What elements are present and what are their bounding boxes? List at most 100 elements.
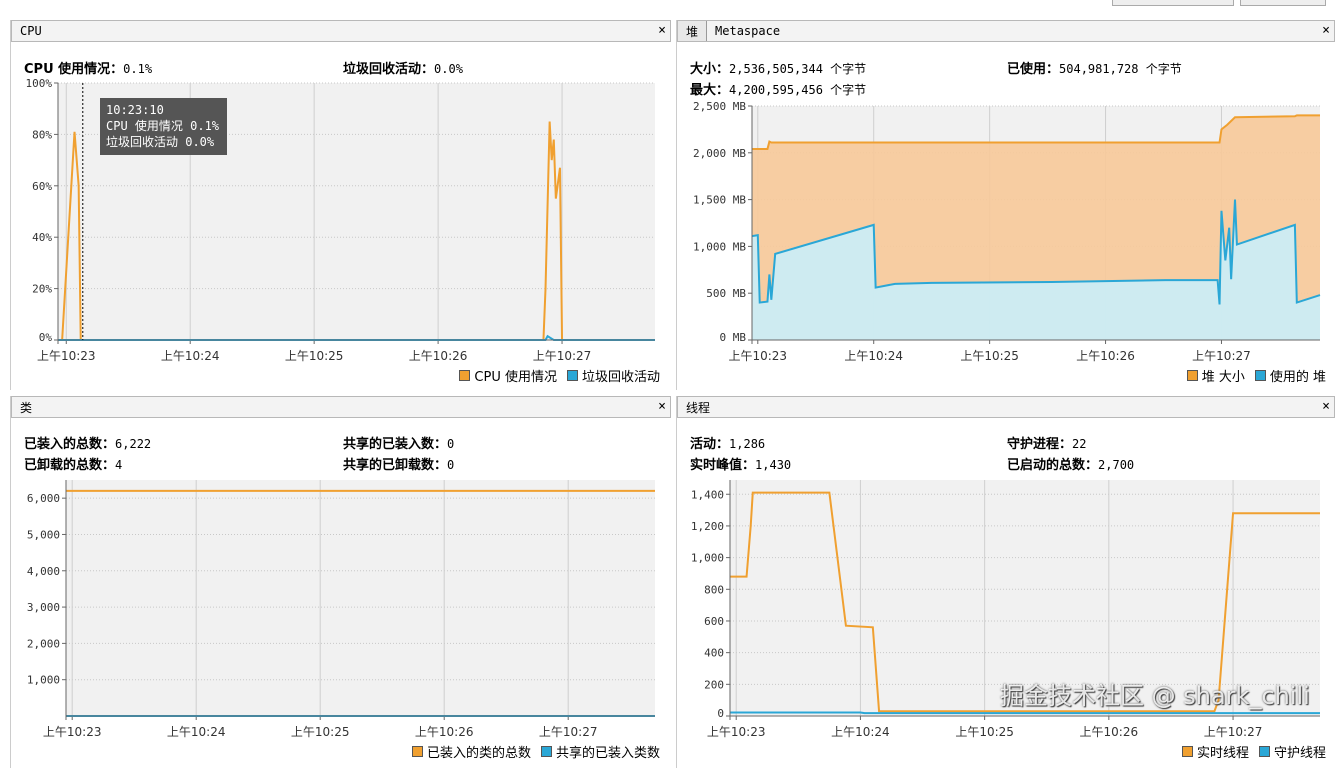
classes-shared-loaded-stat: 共享的已装入数：0 [343, 433, 454, 452]
stat-label: 实时峰值： [690, 458, 756, 473]
y-tick-label: 400 [704, 647, 724, 660]
x-tick-label: 上午10:27 [539, 725, 598, 739]
tab-metaspace[interactable]: Metaspace [715, 24, 781, 38]
classes-loaded-stat: 已装入的总数：6,222 [24, 433, 151, 452]
y-tick-label: 1,400 [691, 488, 724, 501]
classes-header: 类 × [11, 396, 671, 418]
stat-label: 共享的已装入数： [343, 437, 448, 452]
heap-legend: 堆 大小 使用的 堆 [1186, 366, 1326, 385]
legend-swatch [459, 370, 471, 381]
stat-label: 共享的已卸载数： [343, 458, 448, 473]
stat-value: 4,200,595,456 个字节 [729, 83, 867, 97]
x-tick-label: 上午10:27 [533, 349, 592, 363]
x-tick-label: 上午10:24 [167, 725, 226, 739]
y-tick-label: 0 [717, 707, 724, 720]
close-icon[interactable]: × [658, 23, 666, 38]
stat-label: 守护进程： [1007, 437, 1073, 452]
y-tick-label: 40% [32, 231, 52, 244]
tab-threads[interactable]: 线程 [686, 400, 711, 415]
gc-activity-stat: 垃圾回收活动：0.0% [343, 58, 463, 77]
threads-started-stat: 已启动的总数：2,700 [1007, 454, 1134, 473]
toolbar-button[interactable] [1240, 0, 1326, 6]
tab-classes[interactable]: 类 [20, 400, 33, 415]
x-tick-label: 上午10:23 [37, 349, 96, 363]
x-tick-label: 上午10:23 [43, 725, 102, 739]
legend-swatch [566, 370, 578, 381]
close-icon[interactable]: × [1322, 399, 1330, 414]
close-icon[interactable]: × [658, 399, 666, 414]
x-tick-label: 上午10:23 [728, 349, 787, 363]
y-tick-label: 20% [32, 283, 52, 296]
legend-swatch [1258, 746, 1270, 757]
legend-label: CPU 使用情况 [474, 370, 557, 385]
threads-live-stat: 活动：1,286 [690, 433, 765, 452]
y-tick-label: 60% [32, 180, 52, 193]
tab-cpu[interactable]: CPU [20, 24, 42, 38]
series-line [751, 199, 1321, 305]
x-tick-label: 上午10:26 [1080, 725, 1139, 739]
stat-value: 4 [115, 458, 123, 472]
toolbar-button[interactable] [1112, 0, 1234, 6]
series-line [752, 114, 1320, 151]
y-tick-label: 200 [704, 678, 724, 691]
stat-label: 已启动的总数： [1007, 458, 1099, 473]
classes-panel: 类 × [10, 396, 671, 768]
y-tick-label: 500 MB [706, 287, 746, 300]
stat-value: 0.1% [123, 62, 153, 76]
threads-daemon-stat: 守护进程：22 [1007, 433, 1086, 452]
y-tick-label: 2,000 [27, 637, 60, 650]
x-tick-label: 上午10:25 [291, 725, 350, 739]
series-line [58, 121, 655, 341]
cpu-usage-stat: CPU 使用情况：0.1% [24, 58, 152, 77]
threads-legend: 实时线程 守护线程 [1181, 742, 1326, 761]
legend-label: 堆 大小 [1201, 370, 1245, 385]
legend-label: 守护线程 [1273, 746, 1326, 761]
legend-swatch [1186, 370, 1198, 381]
series-line [730, 711, 1320, 715]
y-tick-label: 1,000 [27, 674, 60, 687]
y-tick-label: 100% [26, 77, 53, 90]
stat-value: 1,286 [729, 437, 766, 451]
stat-value: 2,700 [1098, 458, 1135, 472]
stat-label: 已装入的总数： [24, 437, 116, 452]
y-tick-label: 0 MB [720, 331, 747, 344]
y-tick-label: 1,500 MB [693, 194, 746, 207]
x-tick-label: 上午10:26 [1076, 349, 1135, 363]
y-tick-label: 2,000 MB [693, 147, 746, 160]
stat-value: 2,536,505,344 个字节 [729, 62, 867, 76]
tooltip-cpu: CPU 使用情况 0.1% [106, 119, 220, 133]
legend-swatch [540, 746, 552, 757]
close-icon[interactable]: × [1322, 23, 1330, 38]
y-tick-label: 6,000 [27, 492, 60, 505]
heap-size-stat: 大小：2,536,505,344 个字节 [690, 58, 866, 77]
legend-label: 共享的已装入类数 [555, 746, 660, 761]
classes-plot-area [66, 480, 655, 716]
stat-label: 大小： [690, 62, 730, 77]
x-tick-label: 上午10:24 [831, 725, 890, 739]
legend-label: 已装入的类的总数 [426, 746, 531, 761]
stat-label: 最大： [690, 83, 730, 98]
x-tick-label: 上午10:25 [955, 725, 1014, 739]
series-area [752, 199, 1320, 340]
series-line [730, 491, 1320, 713]
x-tick-label: 上午10:23 [707, 725, 766, 739]
x-tick-label: 上午10:25 [285, 349, 344, 363]
threads-panel: 线程 × [676, 396, 1335, 768]
y-tick-label: 80% [32, 128, 52, 141]
stat-value: 6,222 [115, 437, 152, 451]
x-tick-label: 上午10:24 [161, 349, 220, 363]
legend-swatch [1254, 370, 1266, 381]
threads-plot-area [730, 480, 1320, 716]
stat-label: 已使用： [1007, 62, 1060, 77]
y-tick-label: 4,000 [27, 565, 60, 578]
classes-unloaded-stat: 已卸载的总数：4 [24, 454, 122, 473]
stat-label: CPU 使用情况： [24, 62, 124, 77]
classes-shared-unloaded-stat: 共享的已卸载数：0 [343, 454, 454, 473]
tab-heap[interactable]: 堆 [678, 21, 708, 41]
cpu-panel: CPU × [10, 20, 671, 390]
y-tick-label: 3,000 [27, 601, 60, 614]
legend-label: 实时线程 [1196, 746, 1249, 761]
tooltip-gc: 垃圾回收活动 0.0% [106, 135, 215, 149]
y-tick-label: 5,000 [27, 528, 60, 541]
